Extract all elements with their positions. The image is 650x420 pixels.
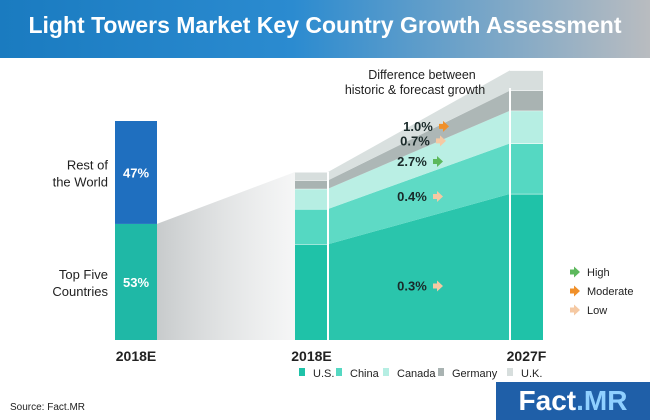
growth-legend-label-low: Low [587,305,607,317]
growth-label-u-k: 1.0% [403,119,433,134]
legend-swatch-germany [438,368,444,376]
source-note: Source: Fact.MR [10,402,86,413]
growth-legend: High Moderate Low [570,266,633,317]
legend-label-u-s: U.S. [313,368,334,380]
bar-2018e-segment-u-k [295,172,328,181]
bar-value-label: 47% [123,165,149,180]
column-label-2027f: 2027F [507,348,547,364]
bar-segment-top-five-countries [115,223,157,340]
growth-arrow-low [433,280,443,292]
legend-label-canada: Canada [397,368,436,380]
legend-swatch-china [336,368,342,376]
share-bar-group: 53% Top Five Countries 47% Rest of the World 2… [52,121,157,364]
growth-label-germany: 0.7% [400,133,430,148]
area-band-canada [328,110,510,209]
bar-2027f-segment-china [510,143,543,194]
growth-arrow-low [436,135,446,147]
bar-2027f-segment-u-k [510,70,543,91]
column-label-2018e: 2018E [291,348,331,364]
segment-label: the World [53,174,108,189]
logo-text-fact: Fact [518,385,577,416]
legend-swatch-canada [383,368,389,376]
area-band-u-k [328,70,510,181]
growth-legend-arrow-high [570,266,580,278]
growth-label-canada: 2.7% [397,154,427,169]
bar-2018e-segment-china [295,208,328,245]
legend-label-u-k: U.K. [521,368,542,380]
legend-label-china: China [350,368,380,380]
growth-arrow-moderate [439,120,449,132]
segment-label: Rest of [67,157,109,172]
segment-label: Countries [52,284,108,299]
legend-swatch-u-k [507,368,513,376]
bar-2018e-segment-u-s [295,244,328,340]
area-band-u-s [328,193,510,340]
bar-2018e-segment-germany [295,180,328,189]
segment-label: Top Five [59,267,108,282]
growth-label-u-s: 0.3% [397,279,427,294]
logo-text-mr: .MR [576,385,628,416]
bar-2027f-segment-germany [510,90,543,111]
growth-legend-arrow-moderate [570,285,580,297]
bar-value-label: 53% [123,275,149,290]
annotation-line2: historic & forecast growth [345,83,485,97]
growth-labels: 0.3% 0.4% 2.7% 0.7%1.0% [397,119,449,294]
legend-label-germany: Germany [452,368,498,380]
funnel-connector [157,172,295,340]
legend-swatch-u-s [299,368,305,376]
bar-category-label: 2018E [116,348,156,364]
country-legend: U.S. China Canada Germany U.K. [299,368,542,380]
annotation-line1: Difference between [368,68,476,82]
chart-title: Light Towers Market Key Country Growth A… [28,12,622,38]
area-band-china [328,143,510,245]
growth-arrow-high [433,156,443,168]
bar-segment-rest-of-the-world [115,121,157,224]
factmr-logo: Fact.MR [496,382,650,420]
funnel-shape [157,172,295,340]
growth-arrow-low [433,190,443,202]
growth-legend-arrow-low [570,304,580,316]
country-area-group: 2018E 2027F [291,69,547,364]
growth-legend-label-moderate: Moderate [587,286,633,298]
bar-2027f-segment-canada [510,110,543,144]
growth-label-china: 0.4% [397,189,427,204]
bar-2027f-segment-u-s [510,193,543,340]
growth-legend-label-high: High [587,267,610,279]
title-banner: Light Towers Market Key Country Growth A… [0,0,650,58]
area-band-germany [328,90,510,189]
bar-2018e-segment-canada [295,188,328,209]
